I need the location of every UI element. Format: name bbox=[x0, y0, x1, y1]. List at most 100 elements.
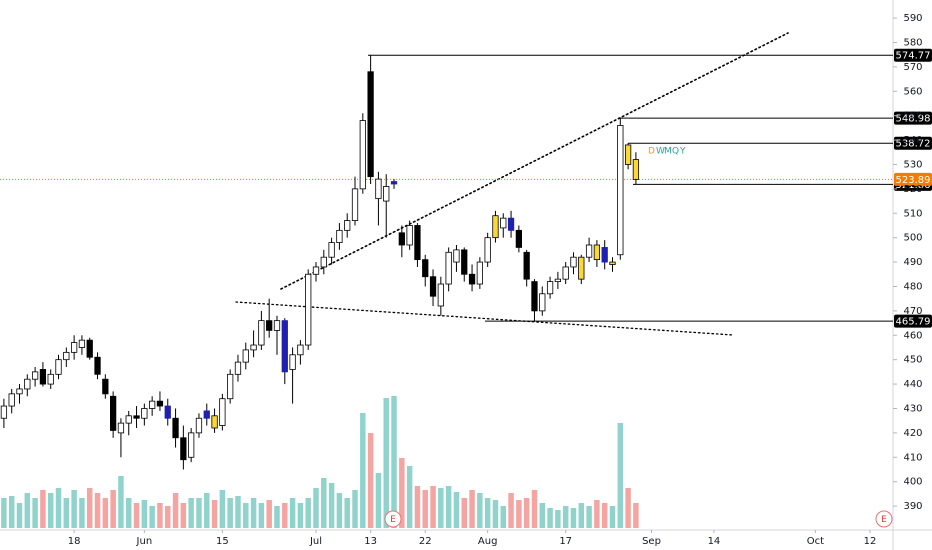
y-tick-label: 430 bbox=[903, 403, 922, 414]
last-price-box bbox=[894, 172, 932, 186]
candle-body bbox=[500, 217, 507, 229]
candle-body bbox=[414, 225, 421, 261]
candle-body bbox=[609, 261, 616, 265]
y-tick-label: 510 bbox=[903, 208, 922, 219]
volume-bar bbox=[375, 473, 382, 528]
candle-body bbox=[367, 71, 374, 178]
volume-bar bbox=[157, 503, 163, 528]
y-tick-label: 540 bbox=[903, 135, 922, 146]
candle-body bbox=[156, 400, 164, 407]
volume-bar bbox=[438, 488, 444, 528]
volume-bar bbox=[469, 490, 475, 528]
volume-bar bbox=[235, 496, 241, 528]
candle-body bbox=[523, 251, 530, 280]
candle-body bbox=[422, 259, 429, 278]
earnings-marker bbox=[384, 510, 402, 528]
candle-body bbox=[570, 256, 577, 268]
candle-body bbox=[133, 415, 140, 419]
candle-body bbox=[515, 229, 522, 248]
volume-bar bbox=[71, 490, 77, 528]
volume-pane bbox=[1, 396, 639, 528]
candle-body bbox=[359, 120, 366, 190]
volume-bar bbox=[282, 503, 288, 528]
candle-body bbox=[31, 371, 39, 380]
y-tick-label: 410 bbox=[903, 452, 922, 463]
volume-bar bbox=[414, 486, 421, 528]
candle-body bbox=[546, 281, 554, 295]
candle-body bbox=[63, 351, 70, 361]
x-tick-label: 15 bbox=[216, 536, 229, 547]
candle-body bbox=[16, 388, 23, 395]
candle-body bbox=[585, 244, 593, 258]
y-tick-label: 420 bbox=[903, 428, 922, 439]
volume-bar bbox=[399, 458, 405, 528]
y-tick-label: 560 bbox=[903, 86, 922, 97]
x-tick-label: Jul bbox=[309, 536, 322, 547]
y-tick-label: 500 bbox=[903, 233, 922, 244]
volume-bar bbox=[555, 510, 561, 528]
x-tick-label: Sep bbox=[642, 536, 661, 547]
volume-bar bbox=[523, 498, 530, 528]
upper-trend-line bbox=[280, 32, 789, 290]
volume-bar bbox=[55, 488, 62, 528]
x-tick-label: 22 bbox=[419, 536, 432, 547]
level-label-box bbox=[894, 111, 932, 125]
x-tick-label: Aug bbox=[478, 536, 498, 547]
candles bbox=[0, 55, 640, 470]
candle-body bbox=[117, 422, 125, 434]
y-tick-label: 470 bbox=[903, 306, 922, 317]
candle-body bbox=[344, 220, 351, 231]
volume-bar bbox=[196, 498, 202, 528]
level-label-box bbox=[894, 314, 932, 328]
candle-body bbox=[578, 256, 585, 280]
level-label: 538.72 bbox=[896, 139, 931, 150]
last-price-label: 523.89 bbox=[896, 175, 931, 186]
volume-bar bbox=[274, 506, 280, 528]
volume-bar bbox=[40, 490, 46, 528]
x-tick-label: Oct bbox=[807, 536, 824, 547]
volume-bar bbox=[211, 500, 218, 528]
candle-body bbox=[55, 359, 62, 375]
candle-body bbox=[593, 244, 601, 261]
axes: 390 400 410 420 430 440 450 460 470 480 490 500 510 5… bbox=[68, 13, 923, 547]
volume-bar bbox=[547, 508, 553, 528]
level-label-box bbox=[894, 136, 932, 150]
candle-body bbox=[554, 278, 562, 282]
candle-body bbox=[242, 349, 249, 363]
candle-body bbox=[102, 378, 109, 395]
indicator-letter: Y bbox=[679, 147, 686, 157]
candle-body bbox=[125, 415, 132, 424]
volume-bar bbox=[86, 488, 93, 528]
x-tick-label: Jun bbox=[136, 536, 153, 547]
volume-bar bbox=[477, 493, 483, 528]
indicator-letter: W bbox=[656, 147, 665, 157]
volume-bar bbox=[102, 498, 109, 528]
candle-body bbox=[437, 283, 444, 307]
volume-bar bbox=[133, 503, 140, 528]
volume-bar bbox=[391, 396, 397, 528]
candle-body bbox=[398, 232, 405, 246]
volume-bar bbox=[289, 498, 296, 528]
volume-bar bbox=[24, 493, 31, 528]
volume-bar bbox=[578, 503, 585, 528]
volume-bar bbox=[594, 500, 600, 528]
candle-body bbox=[383, 186, 390, 202]
candle-body bbox=[601, 247, 608, 263]
volume-bar bbox=[172, 493, 179, 528]
y-tick-label: 570 bbox=[903, 62, 922, 73]
candle-body bbox=[320, 256, 327, 268]
volume-bar bbox=[570, 508, 577, 528]
y-tick-label: 490 bbox=[903, 257, 922, 268]
volume-bar bbox=[336, 493, 343, 528]
volume-bar bbox=[110, 490, 116, 528]
candle-body bbox=[390, 181, 398, 185]
candle-body bbox=[492, 215, 499, 239]
y-tick-label: 580 bbox=[903, 37, 922, 48]
y-tick-label: 450 bbox=[903, 355, 922, 366]
candle-body bbox=[94, 356, 101, 375]
candle-body bbox=[86, 339, 93, 358]
candle-body bbox=[188, 432, 195, 458]
volume-bar bbox=[165, 506, 171, 528]
volume-bar bbox=[16, 503, 23, 528]
